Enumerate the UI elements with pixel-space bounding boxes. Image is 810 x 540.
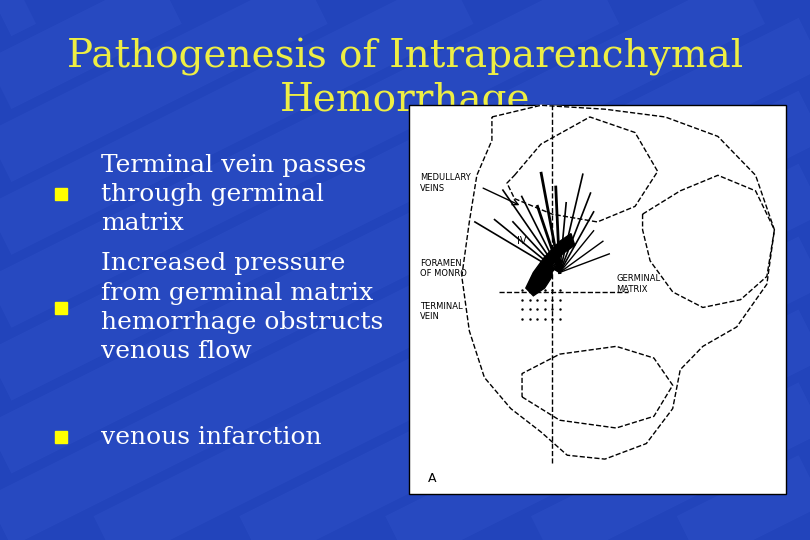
Text: Terminal vein passes
through germinal
matrix: Terminal vein passes through germinal ma… xyxy=(101,153,366,235)
Text: IV: IV xyxy=(518,237,526,246)
Text: MEDULLARY
VEINS: MEDULLARY VEINS xyxy=(420,173,471,193)
Text: GERMINAL
MATRIX: GERMINAL MATRIX xyxy=(616,274,660,294)
Text: Increased pressure
from germinal matrix
hemorrhage obstructs
venous flow: Increased pressure from germinal matrix … xyxy=(101,252,383,363)
Text: TERMINAL
VEIN: TERMINAL VEIN xyxy=(420,302,463,321)
Polygon shape xyxy=(526,234,575,296)
Polygon shape xyxy=(462,105,774,459)
Text: Hemorrhage: Hemorrhage xyxy=(279,81,531,119)
Text: A: A xyxy=(428,472,437,485)
Polygon shape xyxy=(522,346,672,428)
Polygon shape xyxy=(507,117,658,222)
Text: FORAMEN
OF MONRO: FORAMEN OF MONRO xyxy=(420,259,467,278)
Bar xyxy=(409,105,786,494)
Text: Pathogenesis of Intraparenchymal: Pathogenesis of Intraparenchymal xyxy=(67,38,743,76)
Text: venous infarction: venous infarction xyxy=(101,426,322,449)
Polygon shape xyxy=(642,176,774,307)
